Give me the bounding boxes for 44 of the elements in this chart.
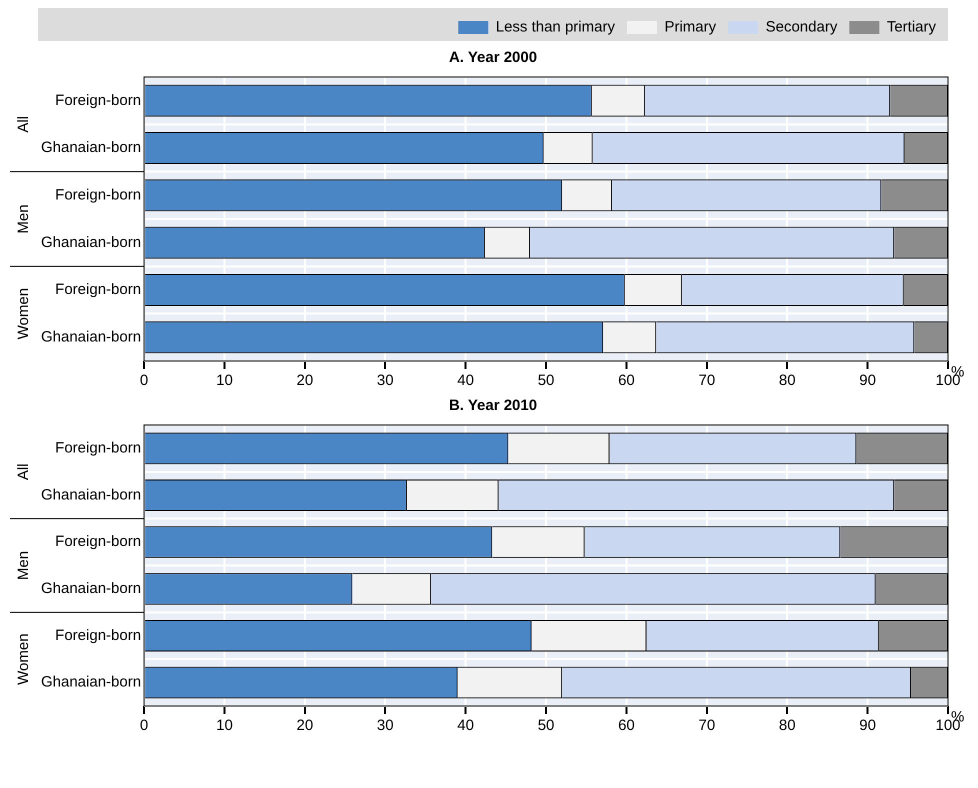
x-tick-label: 40 xyxy=(457,717,474,734)
x-tick-label: 10 xyxy=(216,717,233,734)
text: All xyxy=(15,116,32,133)
x-tick-label: 90 xyxy=(859,717,876,734)
text: Men xyxy=(15,550,32,580)
x-tick-label: 90 xyxy=(859,372,876,390)
x-tick-label: 0 xyxy=(140,372,148,390)
x-tick-label: 60 xyxy=(618,372,635,390)
text: All xyxy=(15,463,32,480)
x-tick-label: 50 xyxy=(538,372,554,390)
legend-label: Primary xyxy=(664,18,717,36)
x-tick-label: 20 xyxy=(296,372,314,390)
x-tick-label: 80 xyxy=(778,372,796,390)
x-tick-label: 30 xyxy=(376,717,394,734)
x-tick-label: 60 xyxy=(618,717,635,734)
y-tick-label: Ghanaian-born xyxy=(40,486,142,504)
x-tick-label: 30 xyxy=(376,372,394,390)
y-tick-label: Ghanaian-born xyxy=(40,580,142,598)
legend-label: Secondary xyxy=(766,18,838,36)
y-tick-label: Foreign-born xyxy=(55,281,142,298)
x-tick-label: 70 xyxy=(698,372,716,390)
y-tick-label: Ghanaian-born xyxy=(40,674,142,691)
y-tick-label: Ghanaian-born xyxy=(40,328,142,346)
y-tick-label: Ghanaian-born xyxy=(40,139,142,156)
legend-label: Less than primary xyxy=(496,18,616,36)
y-tick-label: Foreign-born xyxy=(55,92,142,109)
x-tick-label: 70 xyxy=(698,717,716,734)
y-tick-label: Foreign-born xyxy=(55,533,142,550)
x-tick-label: 80 xyxy=(778,717,796,734)
text: Women xyxy=(15,288,32,340)
chart-title: A. Year 2000 xyxy=(448,49,538,66)
x-tick-label: 0 xyxy=(140,717,148,734)
legend-label: Tertiary xyxy=(886,18,936,36)
x-tick-label: 10 xyxy=(216,372,233,390)
y-tick-label: Foreign-born xyxy=(55,440,142,457)
text: Men xyxy=(15,204,32,234)
y-tick-label: Foreign-born xyxy=(55,626,142,644)
text: Women xyxy=(15,633,32,685)
x-tick-label: 40 xyxy=(457,372,474,390)
x-tick-label: 50 xyxy=(538,717,554,734)
y-tick-label: Foreign-born xyxy=(55,186,142,204)
chart-title: B. Year 2010 xyxy=(448,397,538,414)
x-tick-label: 20 xyxy=(296,717,314,734)
y-tick-label: Ghanaian-born xyxy=(40,234,142,251)
